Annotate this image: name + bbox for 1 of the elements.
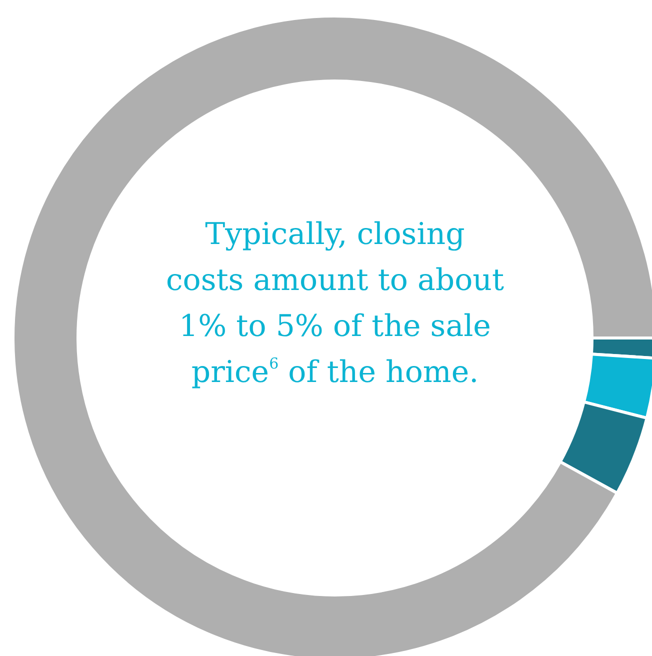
text: Typically, closing costs amount to about 1% to 5% of the sale price$^{6}$ of the home. xyxy=(165,216,505,392)
